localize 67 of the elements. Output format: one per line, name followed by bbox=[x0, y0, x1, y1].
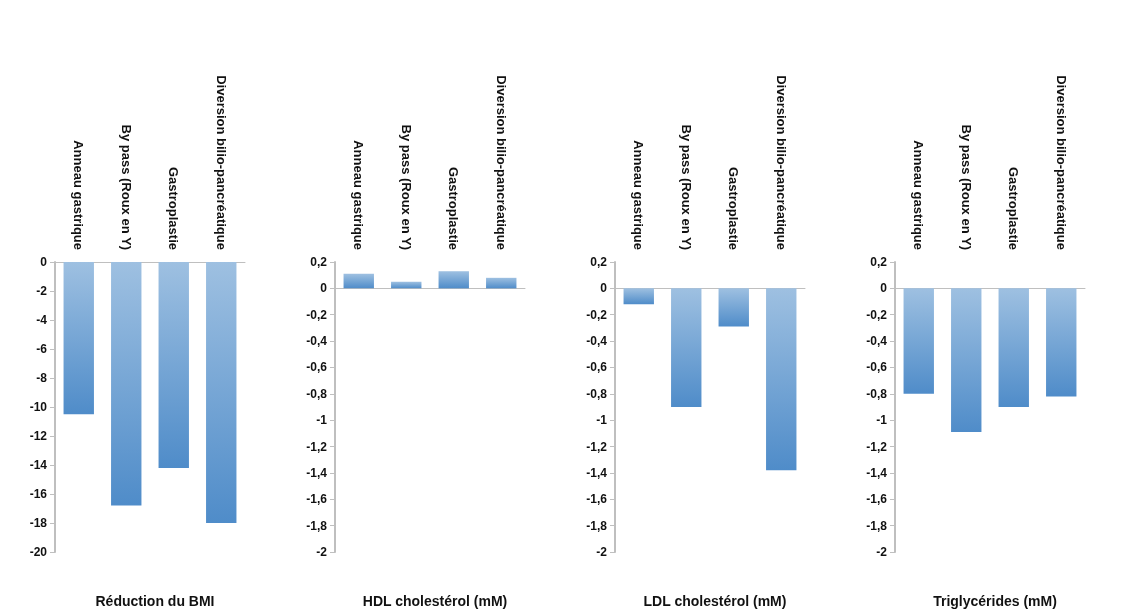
y-tick-label: -4 bbox=[36, 313, 48, 327]
y-tick-label: -0,8 bbox=[306, 386, 328, 401]
y-tick-label: -10 bbox=[29, 400, 48, 414]
y-tick-label: -2 bbox=[876, 545, 888, 559]
x-tick-label: By pass (Roux en Y) bbox=[118, 124, 134, 250]
y-tick-label: -0,6 bbox=[306, 360, 328, 375]
y-tick-label: -1,6 bbox=[306, 492, 328, 507]
x-axis-title: LDL cholestérol (mM) bbox=[643, 593, 787, 609]
y-tick-label: 0,2 bbox=[590, 255, 608, 269]
y-tick-label: 0 bbox=[880, 281, 888, 296]
x-tick-label: By pass (Roux en Y) bbox=[958, 124, 974, 250]
x-tick-label: Anneau gastrique bbox=[631, 140, 647, 250]
x-tick-label: Diversion bilio-pancréatique bbox=[213, 75, 229, 250]
x-tick-label: Anneau gastrique bbox=[911, 140, 927, 250]
y-tick-label: -0,6 bbox=[866, 360, 888, 375]
y-tick-label: -18 bbox=[29, 516, 48, 530]
y-tick-label: -12 bbox=[29, 429, 48, 443]
y-tick-label: -6 bbox=[36, 342, 48, 356]
y-tick-label: -0,4 bbox=[866, 334, 888, 349]
y-tick-label: -1,4 bbox=[306, 465, 328, 480]
y-tick-label: -0,2 bbox=[866, 307, 888, 322]
y-tick-label: -1,8 bbox=[586, 518, 608, 533]
y-tick-label: -1,2 bbox=[866, 439, 888, 454]
y-tick-label: -1,2 bbox=[586, 439, 608, 454]
y-tick-label: -0,2 bbox=[306, 307, 328, 322]
y-tick-label: -2 bbox=[316, 545, 328, 559]
x-tick-label: Diversion bilio-pancréatique bbox=[773, 75, 789, 250]
y-tick-label: -0,2 bbox=[586, 307, 608, 322]
x-axis-title: HDL cholestérol (mM) bbox=[362, 593, 508, 609]
x-tick-label: Anneau gastrique bbox=[351, 140, 367, 250]
x-tick-label: By pass (Roux en Y) bbox=[678, 124, 694, 250]
y-tick-label: -8 bbox=[36, 371, 48, 385]
y-tick-label: -0,4 bbox=[306, 334, 328, 349]
y-tick-label: -1 bbox=[316, 413, 328, 428]
x-tick-label: Gastroplastie bbox=[1006, 166, 1022, 250]
y-tick-label: -0,8 bbox=[586, 386, 608, 401]
x-tick-label: Gastroplastie bbox=[166, 166, 182, 250]
y-tick-label: -1,4 bbox=[586, 465, 608, 480]
y-tick-label: -0,8 bbox=[866, 386, 888, 401]
x-tick-label: By pass (Roux en Y) bbox=[398, 124, 414, 250]
y-tick-label: 0 bbox=[40, 255, 48, 269]
y-tick-label: -2 bbox=[36, 284, 48, 298]
y-tick-label: -1,8 bbox=[866, 518, 888, 533]
x-axis-title: Triglycérides (mM) bbox=[933, 593, 1057, 609]
y-tick-label: -1 bbox=[596, 413, 608, 428]
x-tick-label: Gastroplastie bbox=[726, 166, 742, 250]
x-tick-label: Diversion bilio-pancréatique bbox=[493, 75, 509, 250]
y-tick-label: -0,6 bbox=[586, 360, 608, 375]
y-tick-label: -1,4 bbox=[866, 465, 888, 480]
y-tick-label: 0 bbox=[600, 281, 608, 296]
y-tick-label: 0,2 bbox=[310, 255, 328, 269]
y-tick-label: -14 bbox=[29, 458, 48, 472]
x-tick-label: Diversion bilio-pancréatique bbox=[1053, 75, 1069, 250]
y-tick-label: -1,2 bbox=[306, 439, 328, 454]
y-tick-label: -1,6 bbox=[866, 492, 888, 507]
y-tick-label: -16 bbox=[29, 487, 48, 501]
y-tick-label: -1,8 bbox=[306, 518, 328, 533]
x-tick-label: Gastroplastie bbox=[446, 166, 462, 250]
x-tick-label: Anneau gastrique bbox=[71, 140, 87, 250]
y-tick-label: 0 bbox=[320, 281, 328, 296]
y-tick-label: -2 bbox=[596, 545, 608, 559]
y-tick-label: -1,6 bbox=[586, 492, 608, 507]
y-tick-label: -20 bbox=[29, 545, 48, 559]
y-tick-label: -0,4 bbox=[586, 334, 608, 349]
x-axis-title: Réduction du BMI bbox=[95, 593, 215, 609]
y-tick-label: -1 bbox=[876, 413, 888, 428]
y-tick-label: 0,2 bbox=[870, 255, 888, 269]
